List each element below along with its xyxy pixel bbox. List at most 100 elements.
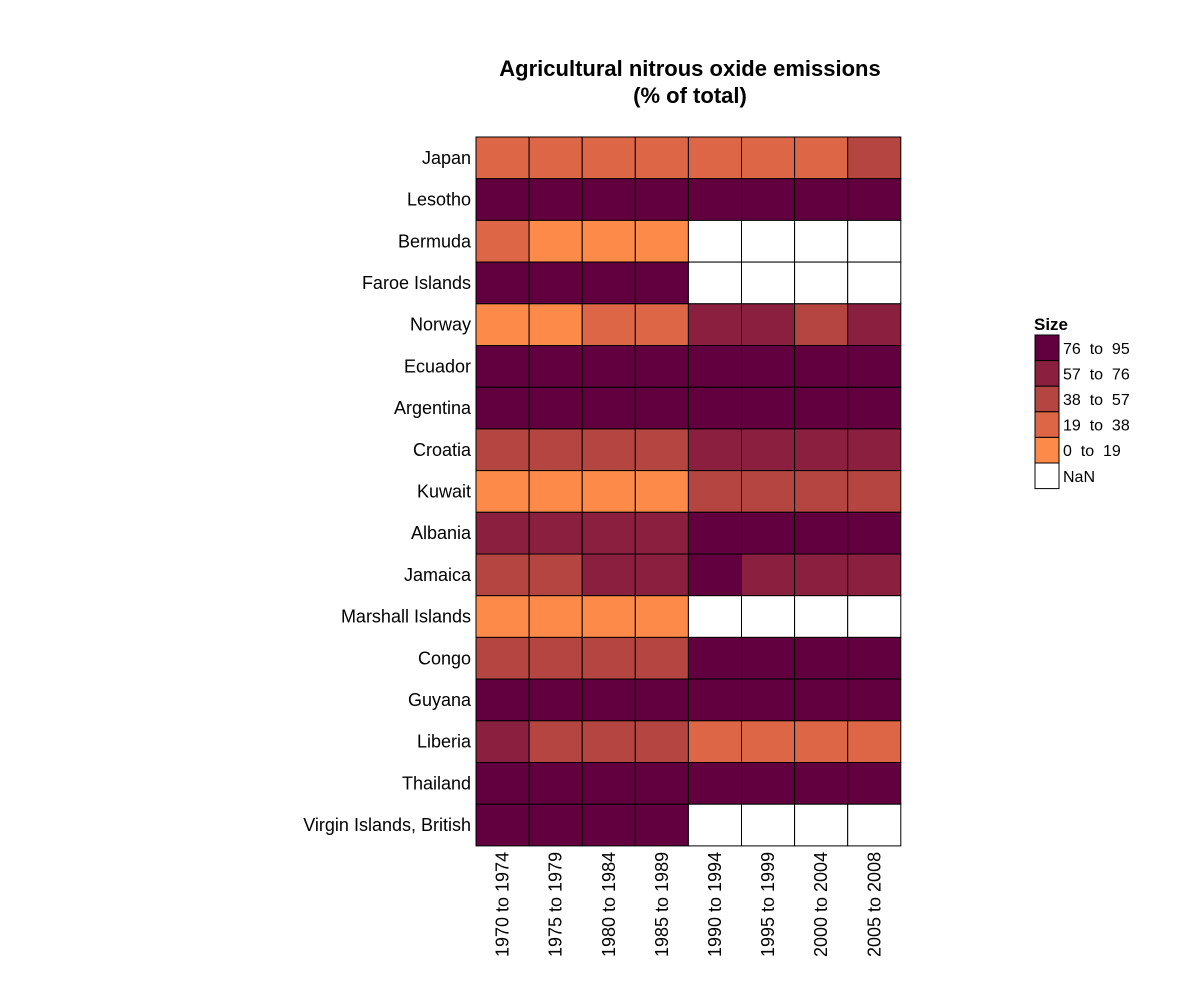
heatmap-cell	[794, 470, 849, 513]
heatmap-cell	[475, 553, 530, 597]
legend-swatch	[1034, 334, 1060, 362]
heatmap-cell	[741, 636, 796, 680]
heatmap-cell	[475, 345, 530, 388]
heatmap-cell	[687, 678, 743, 722]
heatmap-cell	[687, 303, 743, 346]
row-label: Lesotho	[407, 190, 471, 210]
heatmap-cell	[528, 261, 583, 305]
legend-title: Size	[1034, 315, 1068, 334]
row-label: Congo	[418, 648, 471, 668]
legend-swatch	[1034, 385, 1060, 413]
row-label: Guyana	[408, 690, 472, 710]
row-label: Marshall Islands	[341, 607, 471, 627]
chart-title-line-2: (% of total)	[633, 83, 747, 108]
heatmap-cell	[475, 720, 530, 763]
heatmap-cell	[634, 511, 689, 555]
heatmap-cell	[794, 762, 849, 805]
heatmap-cell	[528, 303, 583, 346]
row-label: Thailand	[402, 773, 471, 793]
legend: Size 76 to 95 57 to 76 38 to 57 19 to 38 0 t…	[1034, 315, 1130, 490]
heatmap-cell	[687, 511, 743, 555]
heatmap-cell	[847, 428, 902, 472]
heatmap-cell	[528, 219, 583, 263]
heatmap-cell	[741, 511, 796, 555]
row-labels: Japan Lesotho Bermuda Faroe Islands Norway Ec…	[303, 148, 472, 835]
heatmap-cell	[634, 678, 689, 722]
heatmap-cell	[528, 553, 583, 597]
row-label: Liberia	[417, 732, 472, 752]
heatmap-cell	[475, 178, 530, 221]
legend-label: 76 to 95	[1063, 341, 1130, 358]
heatmap-cell	[847, 303, 902, 346]
heatmap-cell	[634, 219, 689, 263]
column-label: 2000 to 2004	[811, 852, 831, 957]
heatmap-cell	[794, 178, 849, 221]
heatmap-cell	[794, 219, 849, 263]
heatmap-cell	[847, 345, 902, 388]
heatmap-cell	[475, 303, 530, 346]
heatmap-cell	[581, 178, 636, 221]
heatmap-cell	[794, 595, 849, 638]
heatmap-cell	[528, 636, 583, 680]
heatmap-cell	[581, 428, 636, 472]
heatmap-cell	[475, 386, 530, 430]
heatmap-cell	[528, 386, 583, 430]
heatmap-cell	[634, 636, 689, 680]
heatmap-cell	[741, 386, 796, 430]
heatmap-cell	[634, 428, 689, 472]
heatmap-cell	[741, 803, 796, 847]
legend-swatch	[1034, 411, 1060, 438]
heatmap-cell	[581, 136, 636, 180]
legend-swatch	[1034, 360, 1060, 387]
heatmap-cell	[847, 678, 902, 722]
heatmap-cell	[581, 595, 636, 638]
column-label: 1990 to 1994	[705, 852, 725, 957]
heatmap-cell	[581, 219, 636, 263]
heatmap-cell	[847, 178, 902, 221]
heatmap-cell	[581, 720, 636, 763]
row-label: Japan	[422, 148, 471, 168]
heatmap-cell	[741, 595, 796, 638]
heatmap-cell	[794, 345, 849, 388]
heatmap-cell	[581, 511, 636, 555]
heatmap-cell	[794, 553, 849, 597]
heatmap-cell	[528, 345, 583, 388]
heatmap-cell	[847, 762, 902, 805]
heatmap-cell	[741, 553, 796, 597]
heatmap-cell	[687, 720, 743, 763]
row-label: Faroe Islands	[362, 273, 471, 293]
legend-swatch	[1034, 462, 1060, 490]
column-label: 2005 to 2008	[864, 852, 884, 957]
heatmap-cell	[847, 470, 902, 513]
heatmap-cell	[528, 595, 583, 638]
heatmap-cell	[794, 261, 849, 305]
heatmap-cell	[741, 762, 796, 805]
heatmap-cell	[794, 803, 849, 847]
row-label: Argentina	[394, 398, 472, 418]
heatmap-cell	[741, 219, 796, 263]
heatmap-cell	[847, 803, 902, 847]
heatmap-cell	[634, 470, 689, 513]
column-labels: 1970 to 1974 1975 to 1979 1980 to 1984 1985…	[493, 852, 885, 957]
heatmap-cell	[741, 178, 796, 221]
row-label: Norway	[410, 315, 471, 335]
heatmap-cell	[475, 678, 530, 722]
heatmap-cell	[634, 720, 689, 763]
heatmap-cell	[687, 762, 743, 805]
heatmap-cell	[741, 428, 796, 472]
legend-label: 19 to 38	[1063, 418, 1130, 435]
legend-label: NaN	[1063, 469, 1095, 486]
heatmap-cell	[741, 470, 796, 513]
heatmap-cell	[475, 219, 530, 263]
row-label: Jamaica	[404, 565, 472, 585]
heatmap-cell	[634, 595, 689, 638]
heatmap-cell	[634, 136, 689, 180]
heatmap-cell	[847, 136, 902, 180]
heatmap-cell	[528, 428, 583, 472]
heatmap-cell	[847, 595, 902, 638]
column-label: 1995 to 1999	[758, 852, 778, 957]
heatmap-cell	[475, 136, 530, 180]
heatmap-cell	[741, 303, 796, 346]
column-label: 1985 to 1989	[652, 852, 672, 957]
column-label: 1980 to 1984	[599, 852, 619, 957]
